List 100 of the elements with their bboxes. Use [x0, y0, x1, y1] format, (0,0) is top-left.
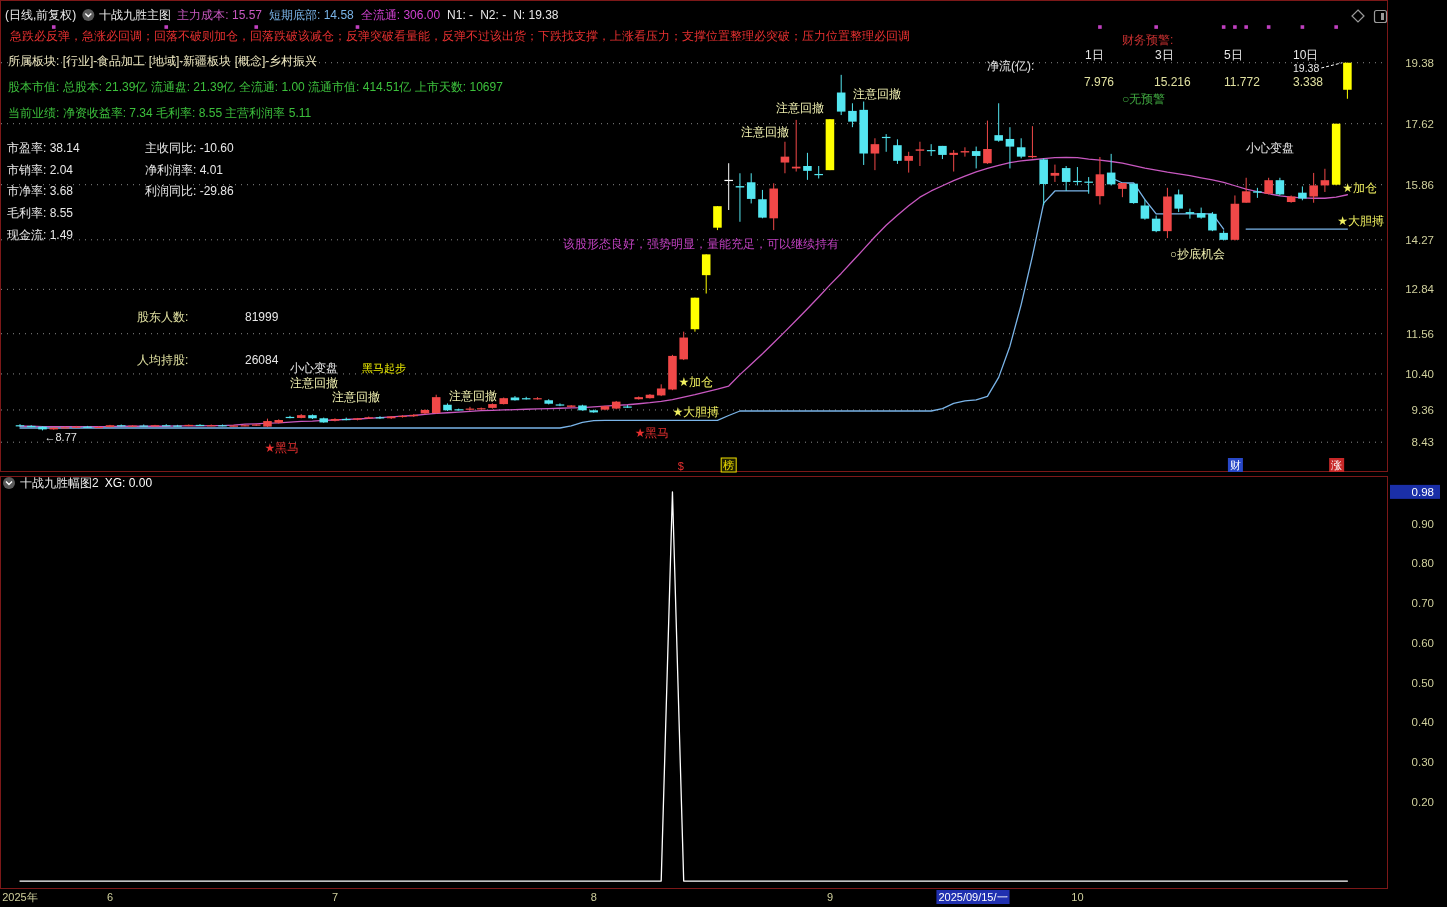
annotation: ○无预警 — [1122, 92, 1166, 106]
y-tick-label: 15.86 — [1405, 178, 1434, 191]
annotation: 注意回撤 — [740, 125, 789, 139]
annotation: ★大胆搏 — [1337, 214, 1384, 228]
annotation: 现金流: 1.49 — [7, 228, 74, 242]
chart-title: 十战九胜幅图2 — [20, 476, 99, 490]
candlestick — [1005, 126, 1015, 169]
annotation: N: 19.38 — [513, 8, 559, 22]
y-tick-label: 0.98 — [1411, 485, 1434, 498]
annotation: 榜 — [723, 459, 735, 471]
annotation: 注意回撤 — [775, 101, 824, 115]
candlestick — [1061, 165, 1071, 192]
annotation: 人均持股: — [137, 353, 189, 367]
annotation: 利润同比: -29.86 — [145, 184, 235, 198]
y-tick-label: 0.40 — [1411, 716, 1434, 729]
annotation: 注意回撤 — [331, 390, 380, 404]
candlestick — [949, 149, 958, 173]
annotation: 净利润率: 4.01 — [145, 163, 224, 177]
text: (日线,前复权) — [5, 8, 77, 22]
y-tick-label: 17.62 — [1405, 117, 1434, 130]
candlestick — [1185, 208, 1195, 220]
candlestick — [1073, 166, 1082, 186]
annotation: 急跌必反弹，急涨必回调；回落不破则加仓，回落跌破该减仓；反弹突破看量能，反弹不过该出货；下跌找支撑，上涨看压力；支撑位置整理必突破；压力位置整理必回调 — [9, 29, 910, 43]
y-tick-label: 11.56 — [1406, 327, 1434, 340]
annotation: ★黑马 — [634, 426, 670, 440]
candlestick — [994, 102, 1003, 143]
annotation: 7.976 — [1084, 75, 1115, 89]
annotation: 主收同比: -10.60 — [145, 141, 235, 155]
annotation: ★大胆搏 — [672, 405, 720, 419]
candlestick — [431, 394, 441, 415]
candlestick — [971, 146, 981, 169]
y-tick-label: 9.36 — [1411, 403, 1434, 416]
text: 十战九胜主图 — [99, 8, 172, 22]
annotation: 26084 — [245, 353, 279, 367]
candlestick — [1140, 199, 1150, 221]
x-tick-label: 9 — [826, 891, 833, 903]
annotation: 市销率: 2.04 — [7, 163, 74, 177]
candlestick — [1084, 176, 1093, 195]
annotation: 该股形态良好，强势明显，量能充足，可以继续持有 — [563, 237, 839, 251]
text: 2025/09/15/一 — [938, 891, 1008, 903]
candlestick — [679, 331, 688, 361]
candlestick — [904, 151, 913, 174]
x-tick-label: 10 — [1071, 891, 1084, 903]
annotation: 11.772 — [1224, 75, 1261, 89]
candlestick — [814, 165, 823, 179]
annotation: 5日 — [1224, 48, 1243, 62]
candlestick — [398, 414, 407, 419]
x-tick-label: 2025年 — [2, 891, 38, 903]
candlestick — [701, 253, 711, 295]
candlestick — [724, 162, 733, 211]
annotation: 毛利率: 8.55 — [7, 206, 74, 220]
annotation: 黑马起步 — [362, 362, 407, 374]
annotation: N1: - — [447, 8, 474, 22]
annotation: 小心变盘 — [289, 361, 338, 375]
candlestick — [1241, 177, 1251, 204]
candlestick — [836, 74, 846, 116]
candlestick — [803, 152, 812, 181]
annotation: 3.338 — [1293, 75, 1324, 89]
y-tick-label: 8.43 — [1411, 436, 1434, 449]
annotation: 3日 — [1155, 48, 1174, 62]
y-tick-label: 0.20 — [1411, 795, 1434, 808]
annotation: 涨 — [1331, 459, 1343, 471]
annotation: $ — [677, 460, 684, 472]
annotation: ○抄底机会 — [1169, 247, 1225, 260]
candlestick — [533, 396, 542, 401]
y-tick-label: 14.27 — [1405, 233, 1434, 246]
y-tick-label: 0.80 — [1411, 557, 1434, 570]
candlestick — [758, 189, 767, 219]
annotation: 所属板块: [行业]-食品加工 [地域]-新疆板块 [概念]-乡村振兴 — [8, 54, 318, 68]
annotation: 当前业绩: 净资收益率: 7.34 毛利率: 8.55 主营利润率 5.11 — [8, 106, 312, 120]
annotation: ★加仓 — [678, 375, 714, 389]
annotation: 10日 — [1293, 48, 1319, 62]
y-tick-label: 12.84 — [1405, 283, 1435, 296]
annotation: 净流(亿): — [987, 59, 1035, 73]
candlestick — [915, 141, 925, 167]
text: XG: 0.00 — [104, 476, 153, 490]
annotation: 财务预警: — [1122, 33, 1174, 47]
y-tick-label: 0.50 — [1411, 676, 1434, 689]
annotation: 市净率: 3.68 — [7, 184, 74, 198]
y-tick-label: 0.60 — [1411, 636, 1434, 649]
annotation: ←8.77 — [44, 431, 77, 443]
annotation: 1日 — [1085, 48, 1104, 62]
annotation: 81999 — [245, 310, 279, 324]
text: 主力成本: 15.57 — [177, 8, 263, 22]
candlestick — [1208, 211, 1217, 232]
candlestick — [713, 205, 722, 231]
annotation: 市盈率: 38.14 — [7, 141, 81, 155]
y-tick-label: 0.30 — [1411, 755, 1434, 768]
annotation: 注意回撤 — [448, 389, 497, 403]
candlestick — [1095, 156, 1105, 205]
annotation: 财 — [1229, 459, 1241, 471]
text: 短期底部: 14.58 — [269, 8, 355, 22]
candlestick — [746, 172, 756, 204]
annotation: 全流通: 306.00 — [360, 8, 441, 22]
candlestick — [1174, 189, 1183, 213]
annotation: ★加仓 — [1342, 181, 1377, 195]
candlestick — [983, 120, 992, 165]
candlestick — [1309, 172, 1318, 204]
candlestick — [1016, 137, 1026, 159]
annotation: 股东人数: — [137, 310, 189, 324]
